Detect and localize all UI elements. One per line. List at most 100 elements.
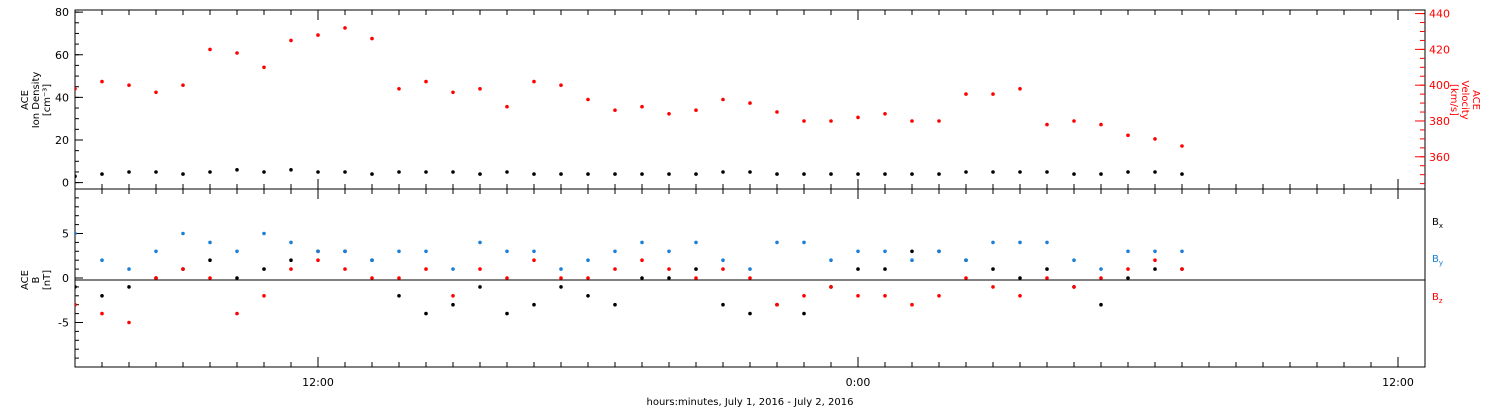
velocity-axis-label: ACE Velocity [km/s]	[1448, 80, 1481, 119]
plasma-series-0-point	[235, 168, 239, 172]
b-field-series-2-point	[829, 285, 833, 289]
plasma-series-0-point	[910, 172, 914, 176]
b-field-series-1-point	[667, 249, 671, 254]
b-field-series-2-point	[1126, 267, 1130, 271]
velocity-label-line-1: ACE	[1470, 90, 1481, 110]
plasma-series-1-point	[775, 110, 779, 114]
legend-bz: Bz	[1432, 292, 1443, 305]
plasma-series-1-point	[667, 112, 671, 116]
plasma-series-1-point	[559, 83, 563, 87]
plasma-series-0-point	[883, 172, 887, 176]
b-field-series-1-point	[532, 249, 536, 254]
density-tick-label: 0	[62, 177, 69, 190]
b-field-series-2-point	[532, 258, 536, 263]
b-field-series-0-point	[694, 267, 698, 271]
b-field-series-2-point	[424, 267, 428, 271]
plasma-series-0-point	[640, 172, 644, 176]
plasma-series-1-point	[1045, 122, 1049, 127]
b-field-series-0-point	[721, 302, 725, 307]
plasma-series	[75, 26, 1184, 178]
plasma-series-0-point	[1180, 172, 1184, 176]
b-field-series-0-point	[532, 302, 536, 307]
plasma-series-1-point	[721, 97, 725, 102]
b-field-series-1-point	[181, 231, 185, 236]
plasma-series-0-point	[613, 172, 617, 176]
plasma-series-0-point	[1153, 170, 1157, 174]
density-axis: 0 20 40 60 80	[55, 6, 83, 190]
b-field-series-0-point	[883, 267, 887, 271]
b-field-series-1-point	[937, 249, 941, 254]
b-field-series-0-point	[910, 249, 914, 254]
plasma-series-0-point	[829, 172, 833, 176]
b-field-series-1-point	[505, 249, 509, 254]
plasma-series-1-point	[208, 47, 212, 52]
b-field-series-1-point	[694, 240, 698, 245]
x-tick-label: 0:00	[846, 376, 871, 389]
b-field-series-0-point	[802, 311, 806, 316]
b-field-series-2-point	[370, 276, 374, 280]
b-field-series-2-point	[748, 276, 752, 280]
b-field-series-0-point	[208, 258, 212, 263]
b-field-series-0-point	[424, 311, 428, 316]
plasma-series-0-point	[424, 170, 428, 174]
plasma-series-0-point	[316, 170, 320, 174]
plasma-series-0-point	[1126, 170, 1130, 174]
plasma-series-0-point	[127, 170, 131, 174]
b-label-line-2: B	[31, 276, 42, 283]
plasma-series-1-point	[1099, 122, 1103, 127]
b-field-series-2-point	[613, 267, 617, 271]
b-field-series-2-point	[505, 276, 509, 280]
b-field-series-1-point	[208, 240, 212, 245]
b-field-series-2-point	[316, 258, 320, 263]
b-field-series-0-point	[1045, 267, 1049, 271]
plasma-series-1-point	[1153, 137, 1157, 141]
plasma-series-0-point	[370, 172, 374, 176]
velocity-tick-label: 440	[1429, 8, 1450, 21]
plasma-series-1-point	[181, 83, 185, 87]
plasma-series-0-point	[181, 172, 185, 176]
b-field-series-1-point	[397, 249, 401, 254]
b-field-series-0-point	[289, 258, 293, 263]
b-field-series-0-point	[451, 302, 455, 307]
plasma-series-1-point	[478, 87, 482, 91]
plasma-series-1-point	[154, 90, 158, 95]
b-field-series-2-point	[1099, 276, 1103, 280]
b-field-series-0-point	[262, 267, 266, 271]
density-tick-label: 80	[55, 6, 69, 19]
plasma-series-1-point	[883, 112, 887, 116]
plasma-series-0-point	[154, 170, 158, 174]
legend-by: By	[1432, 254, 1443, 267]
plasma-series-0-point	[75, 174, 77, 178]
b-field-series-2-point	[586, 276, 590, 280]
b-field-series-1-point	[127, 267, 131, 271]
plasma-series-1-point	[532, 79, 536, 84]
b-field-series-0-point	[586, 294, 590, 298]
plasma-series-0-point	[100, 172, 104, 176]
b-field-series-0-point	[667, 276, 671, 280]
b-field-series-1-point	[235, 249, 239, 254]
b-field-series-1-point	[640, 240, 644, 245]
b-field-series-0-point	[235, 276, 239, 280]
velocity-tick-label: 420	[1429, 43, 1450, 56]
plasma-series-0-point	[478, 172, 482, 176]
b-field-series-2-point	[154, 276, 158, 280]
b-field-series-1-point	[748, 267, 752, 271]
b-field-series-2-point	[775, 302, 779, 307]
b-field-series-2-point	[991, 285, 995, 289]
b-field-series-2-point	[289, 267, 293, 271]
b-field-series-1-point	[1045, 240, 1049, 245]
b-field-series-1-point	[1153, 249, 1157, 254]
b-field-series-1-point	[262, 231, 266, 236]
b-field-series-1-point	[370, 258, 374, 263]
b-field-series-0-point	[1099, 302, 1103, 307]
b-field-series-1-point	[343, 249, 347, 254]
velocity-label-line-2: Velocity	[1459, 80, 1470, 119]
b-field-series-1-point	[721, 258, 725, 263]
plasma-series-1-point	[235, 51, 239, 55]
velocity-tick-label: 360	[1429, 151, 1450, 164]
plasma-series-0-point	[1099, 172, 1103, 176]
b-field-series-1-point	[829, 258, 833, 263]
b-field-series-2-point	[1180, 267, 1184, 271]
plasma-series-1-point	[586, 97, 590, 102]
plasma-series-0-point	[559, 172, 563, 176]
